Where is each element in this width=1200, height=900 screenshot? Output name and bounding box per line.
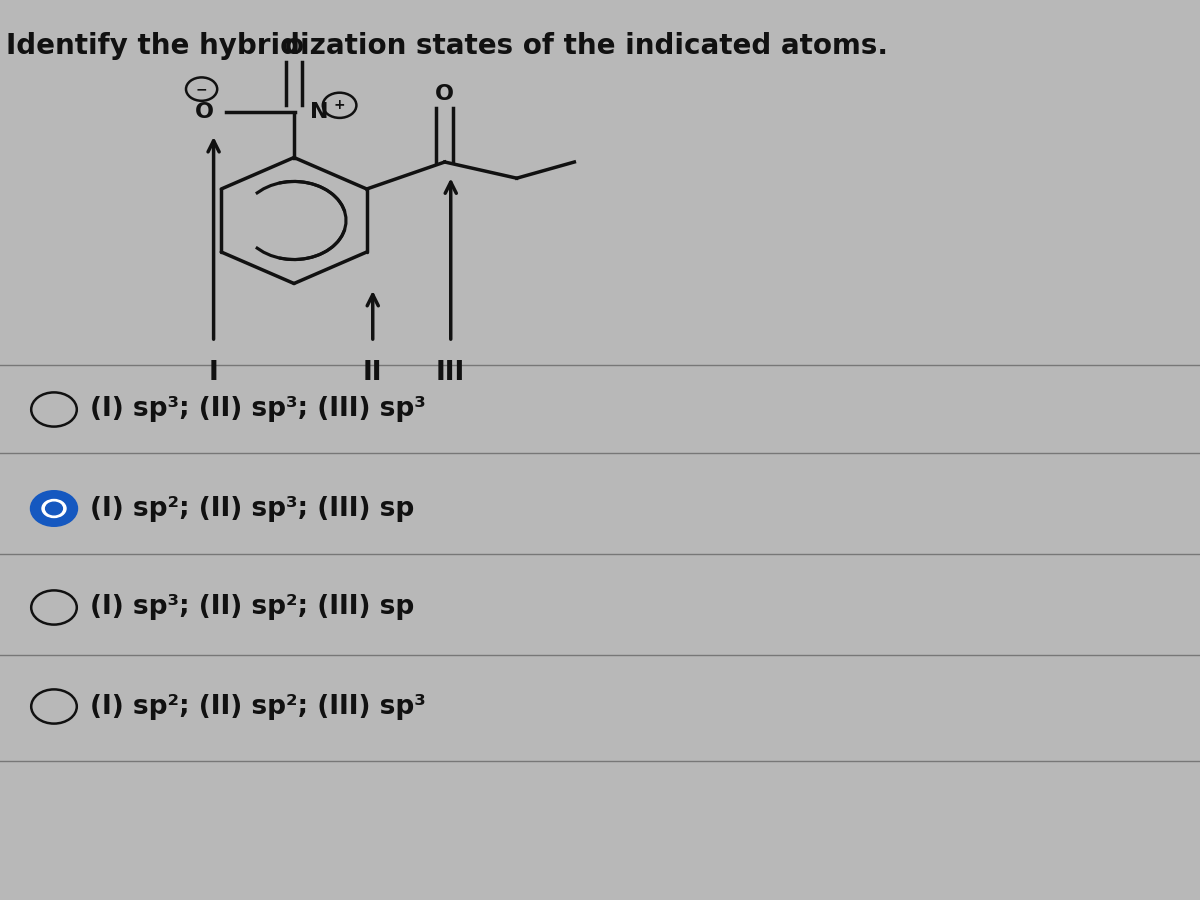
Text: O: O [194, 102, 214, 122]
Text: (I) sp²; (II) sp²; (III) sp³: (I) sp²; (II) sp²; (III) sp³ [90, 694, 426, 719]
Circle shape [42, 500, 66, 518]
Text: (I) sp³; (II) sp²; (III) sp: (I) sp³; (II) sp²; (III) sp [90, 595, 414, 620]
Text: +: + [334, 98, 346, 112]
Text: III: III [436, 360, 466, 386]
Text: O: O [436, 85, 455, 104]
Text: I: I [209, 360, 218, 386]
Text: O: O [284, 39, 304, 58]
Text: N: N [310, 102, 328, 122]
Text: (I) sp²; (II) sp³; (III) sp: (I) sp²; (II) sp³; (III) sp [90, 496, 414, 521]
Text: Identify the hybridization states of the indicated atoms.: Identify the hybridization states of the… [6, 32, 888, 59]
Text: II: II [362, 360, 383, 386]
Circle shape [31, 491, 77, 526]
Circle shape [46, 502, 62, 515]
Text: (I) sp³; (II) sp³; (III) sp³: (I) sp³; (II) sp³; (III) sp³ [90, 397, 426, 422]
Text: −: − [196, 82, 208, 96]
